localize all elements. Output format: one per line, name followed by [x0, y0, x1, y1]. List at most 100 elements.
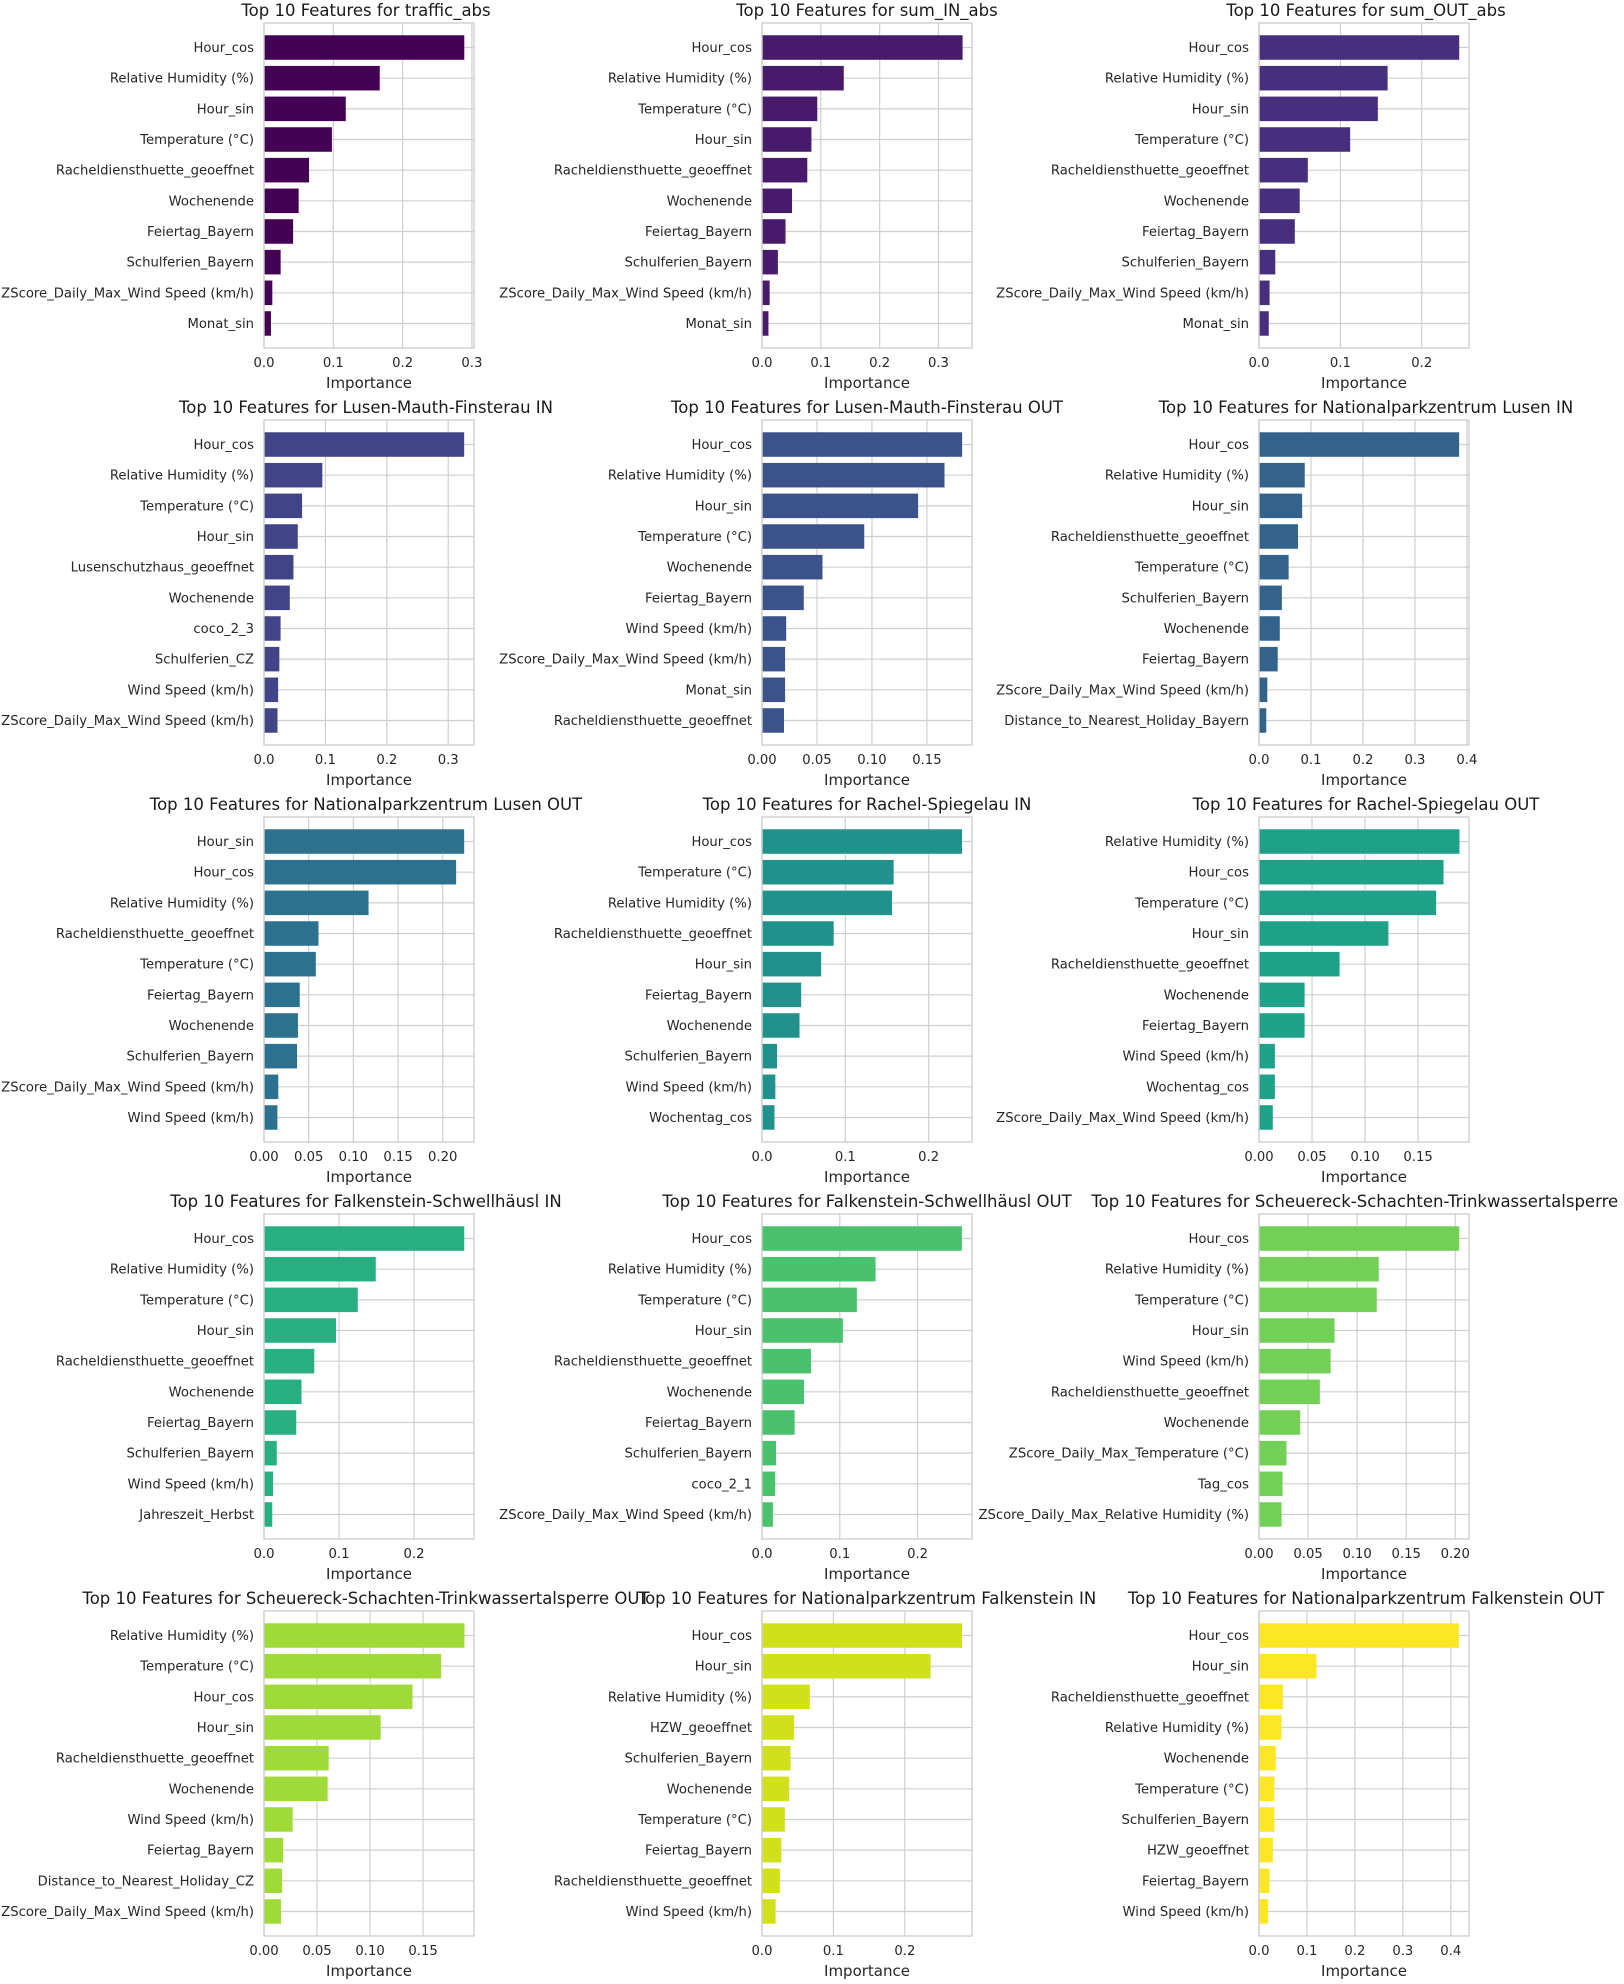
plot-frame	[1258, 419, 1470, 746]
y-tick-label: Racheldiensthuette_geoeffnet	[554, 164, 752, 179]
bar	[1259, 1013, 1305, 1038]
bar	[762, 1745, 791, 1771]
y-tick-label: Schulferien_Bayern	[126, 256, 254, 271]
x-tick-label: 0.3	[461, 356, 482, 371]
y-tick-label: Racheldiensthuette_geoeffnet	[1051, 1690, 1249, 1705]
x-tick-label: 0.00	[249, 1944, 278, 1959]
y-tick-label: Racheldiensthuette_geoeffnet	[56, 927, 254, 942]
y-tick-label: ZScore_Daily_Max_Wind Speed (km/h)	[1, 1080, 254, 1095]
y-tick-label: Wind Speed (km/h)	[1123, 1050, 1249, 1065]
x-axis-label: Importance	[1321, 771, 1407, 789]
y-tick-label: Feiertag_Bayern	[147, 1844, 254, 1859]
bar	[762, 311, 769, 336]
chart-title: Top 10 Features for Rachel-Spiegelau IN	[702, 795, 1032, 814]
bar	[1259, 311, 1269, 336]
bar	[264, 493, 303, 519]
bar	[264, 1318, 336, 1343]
y-tick-label: Wochenende	[667, 561, 752, 576]
bar	[1259, 1318, 1335, 1343]
plot-frame	[761, 22, 973, 349]
x-tick-label: 0.1	[823, 1944, 844, 1959]
x-tick-label: 0.2	[1411, 356, 1432, 371]
x-tick-label: 0.1	[323, 356, 344, 371]
bar	[264, 65, 380, 91]
plot-frame	[263, 816, 475, 1143]
bar	[1259, 1653, 1317, 1679]
chart-title: Top 10 Features for sum_OUT_abs	[1225, 1, 1505, 21]
y-tick-label: Jahreszeit_Herbst	[138, 1508, 254, 1523]
y-tick-label: Hour_sin	[1192, 102, 1249, 117]
x-tick-label: 0.0	[752, 1547, 773, 1562]
bar	[762, 65, 844, 91]
x-tick-label: 0.2	[376, 753, 397, 768]
bar	[762, 157, 808, 183]
y-tick-label: Feiertag_Bayern	[147, 225, 254, 240]
y-tick-label: Relative Humidity (%)	[1105, 72, 1249, 87]
x-tick-label: 0.1	[329, 1547, 350, 1562]
y-tick-label: Hour_sin	[197, 1324, 254, 1339]
bar	[1259, 1226, 1460, 1251]
y-tick-label: Feiertag_Bayern	[645, 591, 752, 606]
bar	[762, 951, 822, 977]
plot-frame	[263, 419, 475, 746]
y-tick-label: Schulferien_Bayern	[624, 1447, 752, 1462]
plot-frame	[1258, 22, 1470, 349]
y-tick-label: Racheldiensthuette_geoeffnet	[1051, 530, 1249, 545]
bar	[1259, 1715, 1282, 1740]
bar	[264, 554, 294, 580]
y-tick-label: Wochenende	[667, 194, 752, 209]
bar	[1259, 1899, 1269, 1924]
bar	[264, 1287, 358, 1313]
chart-panel-4: 0.0 0.1 0.2 0.3 Hour_cos Relative Humidity (%…	[1, 398, 553, 789]
bar	[762, 1410, 795, 1435]
y-tick-label: Temperature (°C)	[1134, 133, 1249, 148]
x-axis-label: Importance	[326, 1565, 412, 1583]
plot-frame	[263, 1610, 475, 1937]
y-tick-label: Feiertag_Bayern	[645, 1416, 752, 1431]
y-tick-label: Racheldiensthuette_geoeffnet	[554, 714, 752, 729]
bar	[762, 1226, 962, 1251]
bar	[762, 677, 786, 703]
bar	[762, 616, 787, 641]
y-tick-label: Temperature (°C)	[1134, 896, 1249, 911]
x-axis-label: Importance	[824, 1565, 910, 1583]
y-tick-label: Temperature (°C)	[139, 499, 254, 514]
bar	[264, 1653, 442, 1679]
bar	[762, 859, 894, 885]
y-tick-label: Temperature (°C)	[637, 866, 752, 881]
bar	[1259, 1348, 1331, 1374]
bar	[264, 1684, 413, 1710]
y-tick-label: Temperature (°C)	[139, 1293, 254, 1308]
x-tick-label: 0.0	[752, 1150, 773, 1165]
y-tick-label: Wind Speed (km/h)	[626, 1905, 752, 1920]
chart-panel-2: 0.0 0.1 0.2 0.3 Hour_cos Relative Humidity (%…	[499, 1, 998, 392]
y-tick-label: Temperature (°C)	[139, 133, 254, 148]
bar	[1259, 493, 1303, 519]
chart-panel-12: 0.00 0.05 0.10 0.15 0.20 Hour_cos Relative Hum…	[978, 1192, 1624, 1583]
chart-panel-5: 0.00 0.05 0.10 0.15 Hour_cos Relative Humidit…	[499, 398, 1064, 789]
y-tick-label: Relative Humidity (%)	[1105, 1721, 1249, 1736]
x-tick-label: 0.20	[1441, 1547, 1470, 1562]
bar	[264, 524, 298, 549]
bar	[264, 1471, 273, 1497]
x-axis-label: Importance	[824, 374, 910, 392]
bar	[762, 554, 823, 580]
x-axis-label: Importance	[326, 771, 412, 789]
x-tick-label: 0.2	[404, 1547, 425, 1562]
bar	[264, 35, 465, 60]
x-tick-label: 0.3	[438, 753, 459, 768]
x-axis-label: Importance	[326, 1962, 412, 1980]
x-tick-label: 0.15	[912, 753, 941, 768]
y-tick-label: Schulferien_Bayern	[624, 1050, 752, 1065]
y-tick-label: Relative Humidity (%)	[1105, 835, 1249, 850]
bar	[264, 1410, 297, 1435]
y-tick-label: Racheldiensthuette_geoeffnet	[56, 1752, 254, 1767]
y-tick-label: Relative Humidity (%)	[110, 72, 254, 87]
y-tick-label: Hour_sin	[695, 1660, 752, 1675]
bar	[762, 219, 786, 244]
bar	[762, 1287, 857, 1313]
y-tick-label: Wind Speed (km/h)	[1123, 1355, 1249, 1370]
chart-panel-1: 0.0 0.1 0.2 0.3 Hour_cos Relative Humidity (%…	[1, 1, 490, 392]
y-tick-label: Schulferien_Bayern	[624, 256, 752, 271]
x-tick-label: 0.2	[1352, 753, 1373, 768]
